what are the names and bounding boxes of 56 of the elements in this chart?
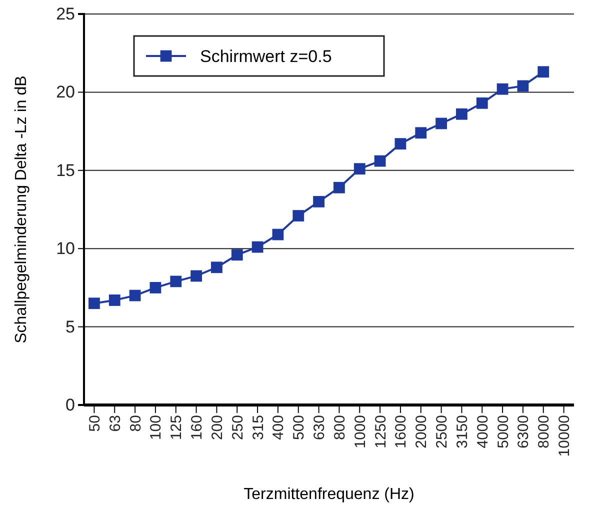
legend-label: Schirmwert z=0.5: [200, 47, 332, 66]
x-axis-title: Terzmittenfrequenz (Hz): [244, 486, 414, 503]
x-tick-label: 125: [168, 415, 186, 440]
point: [88, 298, 100, 310]
x-tick-label: 8000: [536, 415, 553, 448]
x-tick-label: 1600: [392, 415, 410, 448]
point: [272, 228, 284, 240]
point: [517, 80, 529, 92]
point: [374, 155, 386, 167]
x-tick-label: 500: [290, 415, 308, 440]
y-tick-label: 10: [56, 239, 75, 258]
point: [190, 270, 202, 282]
y-tick-label: 25: [56, 4, 75, 24]
x-tick-label: 400: [270, 415, 288, 440]
y-tick-label: 15: [56, 160, 75, 180]
x-tick-label: 630: [311, 415, 328, 440]
point: [129, 290, 141, 302]
y-tick-label: 5: [66, 317, 75, 336]
x-tick-label: 100: [148, 415, 165, 440]
point: [538, 66, 550, 78]
point: [496, 83, 508, 95]
point: [108, 294, 120, 306]
x-tick-label: 315: [250, 415, 267, 440]
point: [313, 196, 324, 208]
y-tick-label: 20: [56, 82, 75, 102]
x-tick-label: 1000: [352, 415, 369, 448]
point: [415, 127, 427, 139]
x-tick-label: 4000: [474, 415, 492, 448]
point: [394, 138, 406, 150]
x-tick-label: 10000: [556, 415, 574, 457]
point: [252, 241, 264, 253]
y-axis-title: Schallpegelminderung Delta -Lz in dB: [13, 76, 30, 344]
point: [170, 276, 182, 288]
point: [436, 118, 447, 130]
x-tick-label: 800: [331, 415, 348, 440]
y-tick-label: 0: [66, 395, 75, 414]
point: [231, 249, 243, 261]
point: [150, 282, 162, 294]
x-tick-label: 3150: [454, 415, 471, 448]
x-tick-label: 6300: [515, 415, 532, 448]
point: [354, 163, 366, 175]
x-tick-label: 2000: [413, 415, 430, 448]
point: [292, 210, 304, 222]
x-tick-label: 160: [188, 415, 206, 440]
x-tick-label: 63: [106, 415, 124, 432]
x-tick-label: 50: [86, 415, 104, 432]
x-tick-label: 250: [229, 415, 246, 440]
point: [211, 262, 222, 274]
x-tick-label: 80: [127, 415, 144, 432]
point: [476, 97, 488, 109]
x-tick-label: 5000: [494, 415, 512, 448]
x-tick-label: 200: [208, 415, 226, 440]
point: [456, 108, 468, 120]
x-tick-label: 1250: [372, 415, 390, 448]
point: [334, 182, 345, 194]
x-tick-label: 2500: [434, 415, 451, 448]
